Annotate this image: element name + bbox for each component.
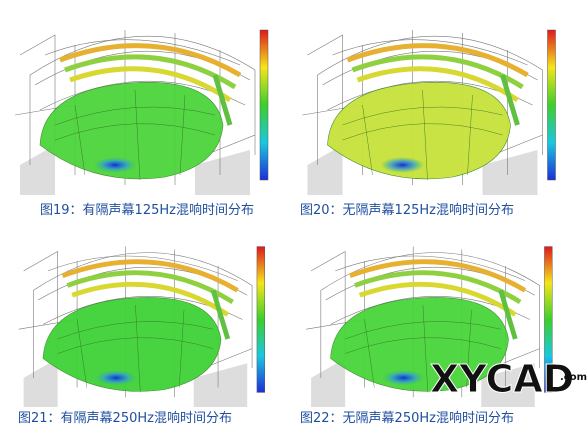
watermark-text: XYCAD [430, 357, 574, 401]
caption: 图19：有隔声幕125Hz混响时间分布 [40, 202, 254, 218]
simulation-image [303, 15, 573, 195]
watermark: XYCAD .com [430, 357, 588, 402]
caption: 图22：无隔声幕250Hz混响时间分布 [300, 410, 514, 426]
simulation-image [15, 15, 285, 195]
caption: 图21：有隔声幕250Hz混响时间分布 [18, 410, 232, 426]
caption: 图20：无隔声幕125Hz混响时间分布 [300, 202, 514, 218]
watermark-suffix: .com [560, 372, 587, 383]
simulation-image [19, 232, 282, 407]
